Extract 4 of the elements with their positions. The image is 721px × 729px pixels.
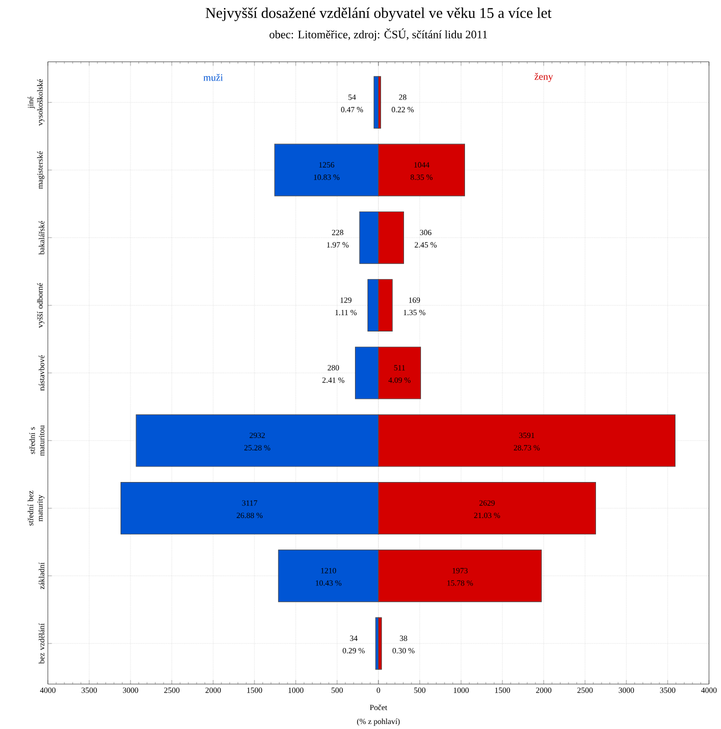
text: ženy (534, 72, 554, 82)
chart-title: Nejvyšší dosažené vzdělání obyvatel ve věku 15 a více let (206, 8, 552, 22)
text: muži (203, 74, 223, 81)
chart-subtitle: obec: Litoměřice, zdroj: ČSÚ, sčítání lidu 2011 (270, 28, 488, 41)
